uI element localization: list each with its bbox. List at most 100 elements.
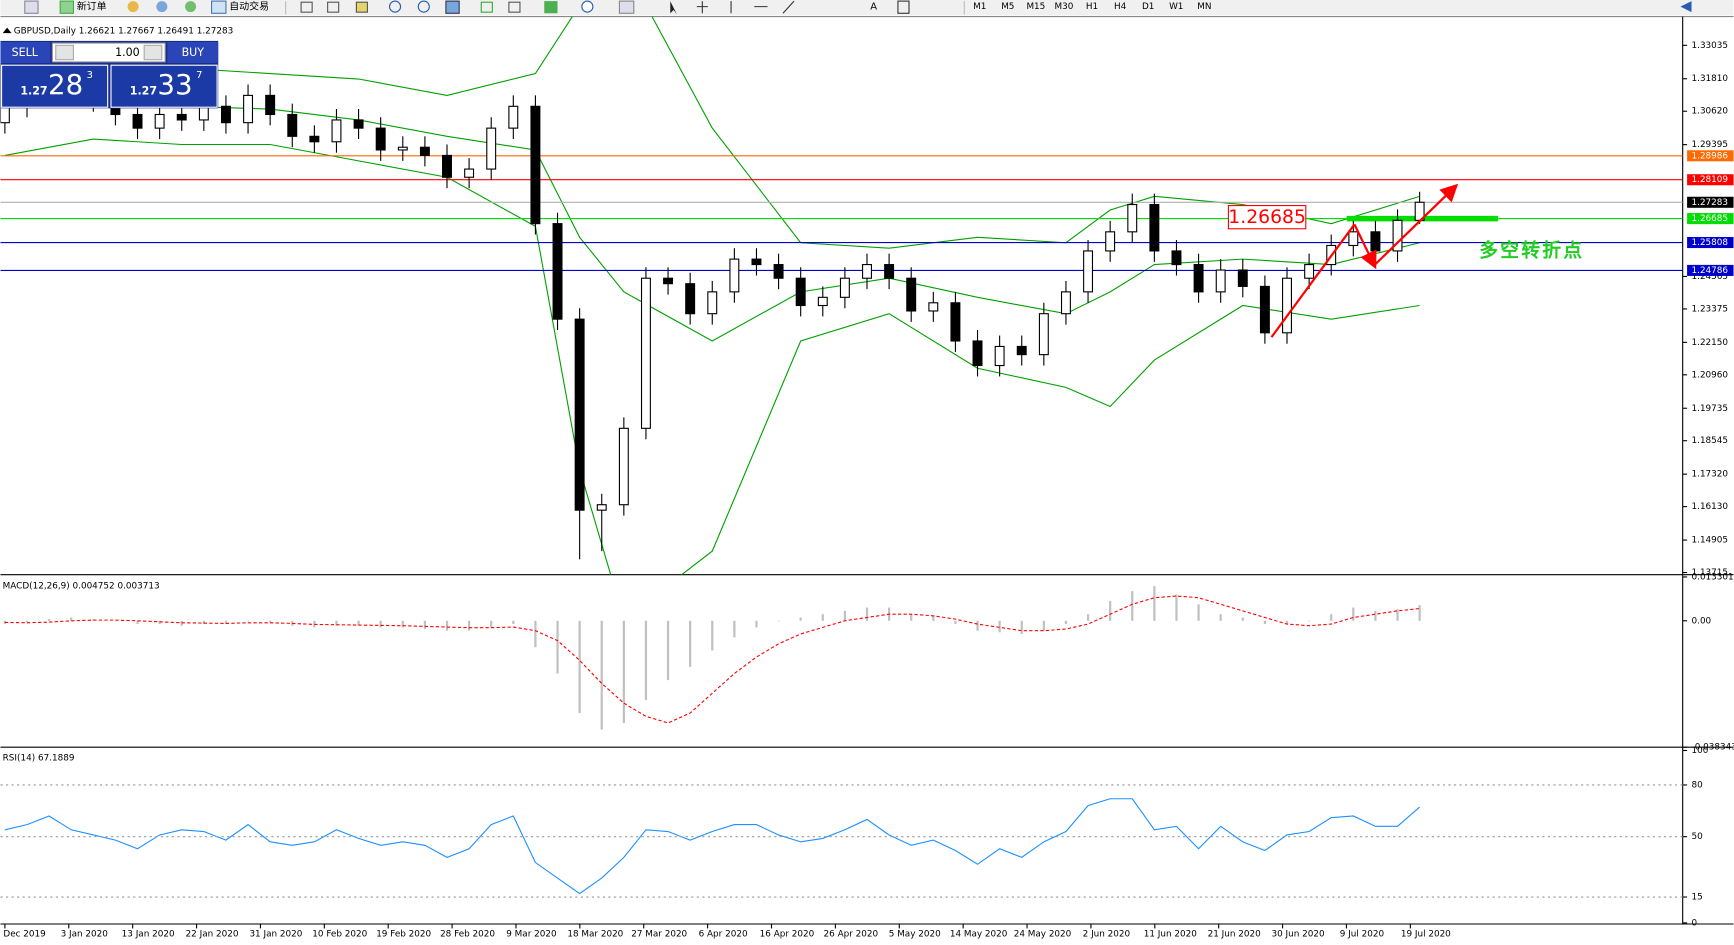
- y-tick-label: 1.29395: [1692, 140, 1729, 150]
- y-tick-label: 50: [1692, 832, 1704, 842]
- macd-bar: [1086, 614, 1090, 621]
- collapse-icon[interactable]: [2, 27, 12, 34]
- icon[interactable]: [480, 1, 493, 13]
- pivot-note: 多空转折点: [1479, 238, 1584, 261]
- icon[interactable]: [445, 0, 460, 14]
- icon[interactable]: [508, 1, 521, 13]
- crosshair-tool[interactable]: [696, 1, 708, 14]
- macd-bar: [1175, 594, 1178, 621]
- y-tick-label: 1.33035: [1692, 41, 1729, 51]
- buy-button[interactable]: [167, 42, 219, 63]
- toolbar-bg: [0, 0, 1734, 16]
- macd-bar: [998, 620, 1001, 633]
- icon[interactable]: [581, 0, 594, 13]
- timeframe-button[interactable]: MN: [1197, 2, 1211, 12]
- candle-body: [287, 113, 298, 137]
- y-tick-label: 1.13715: [1692, 568, 1729, 578]
- bid-frac[interactable]: 3: [87, 70, 93, 81]
- macd-bar: [401, 620, 404, 628]
- candle-body: [839, 277, 850, 298]
- ask-big[interactable]: 1.27: [130, 85, 157, 98]
- lots-down[interactable]: [55, 44, 74, 61]
- text-tool[interactable]: A: [870, 2, 877, 13]
- icon[interactable]: [618, 0, 635, 14]
- timeframe-button[interactable]: H1: [1086, 2, 1098, 12]
- candle-body: [773, 264, 784, 279]
- rsi-title: RSI(14) 67.1889: [3, 754, 75, 764]
- macd-bar: [666, 620, 670, 681]
- candle-body: [486, 127, 497, 170]
- ask-box[interactable]: [110, 64, 218, 108]
- timeframe-button[interactable]: M5: [1001, 2, 1014, 12]
- sell-button[interactable]: [0, 42, 51, 63]
- icon[interactable]: [24, 0, 39, 14]
- label-tool[interactable]: [897, 0, 910, 14]
- cursor-tool[interactable]: [670, 1, 677, 15]
- x-tick-label: 26 Apr 2020: [824, 929, 879, 939]
- x-tick-label: 18 Mar 2020: [567, 929, 623, 939]
- y-tick-label: 1.31810: [1692, 74, 1729, 84]
- timeframe-button[interactable]: D1: [1142, 2, 1154, 12]
- level-label-bg: [1687, 213, 1734, 225]
- y-tick-label: 1.22150: [1692, 338, 1729, 348]
- ask-frac[interactable]: 7: [196, 70, 202, 81]
- y-tick-label: 0: [1692, 918, 1698, 928]
- line-tools[interactable]: [730, 0, 795, 14]
- lots-up[interactable]: [143, 44, 163, 61]
- bid-box[interactable]: [1, 64, 109, 108]
- annotations: 1.26685 多空转折点: [1227, 183, 1584, 338]
- macd-bar: [821, 614, 824, 621]
- lots-value[interactable]: 1.00: [115, 46, 140, 59]
- x-tick-label: 5 Dec 2019: [0, 929, 46, 939]
- macd-bar: [777, 620, 780, 622]
- icon[interactable]: [300, 1, 313, 13]
- macd-bar: [1374, 610, 1377, 621]
- new-order-button[interactable]: 新订单: [77, 0, 107, 13]
- timeframe-button[interactable]: H4: [1114, 2, 1127, 12]
- candle-body: [419, 146, 430, 156]
- timeframe-button[interactable]: M1: [973, 2, 986, 12]
- icon[interactable]: [327, 1, 340, 13]
- candle-body: [1016, 345, 1027, 356]
- macd-bar: [445, 620, 449, 631]
- zoom-out[interactable]: [417, 0, 430, 13]
- candle-body: [596, 504, 607, 511]
- timeframe-button[interactable]: W1: [1169, 2, 1183, 12]
- sell-label[interactable]: SELL: [12, 46, 39, 59]
- icon[interactable]: [185, 1, 197, 13]
- timeframe-button[interactable]: M15: [1026, 2, 1045, 12]
- x-tick-label: 19 Feb 2020: [376, 929, 431, 939]
- bid-big[interactable]: 1.27: [20, 85, 47, 98]
- macd-bar: [269, 620, 272, 623]
- timeframe-button[interactable]: M30: [1055, 2, 1074, 12]
- y-tick-label: 15: [1692, 893, 1703, 903]
- icon[interactable]: [156, 1, 168, 13]
- candle-body: [994, 345, 1005, 367]
- macd-bar: [335, 620, 338, 626]
- candle-body: [1149, 203, 1160, 252]
- macd-bar: [865, 607, 869, 621]
- x-tick-label: 10 Feb 2020: [312, 929, 367, 939]
- zoom-in[interactable]: [388, 0, 402, 13]
- auto-trading-button[interactable]: 自动交易: [229, 0, 269, 13]
- ask-pips[interactable]: 33: [157, 68, 192, 101]
- icon[interactable]: [355, 1, 368, 13]
- macd-bar: [48, 619, 51, 621]
- macd-bar: [1153, 586, 1156, 621]
- auto-trading-icon[interactable]: [211, 0, 227, 14]
- x-tick-label: 27 Mar 2020: [631, 929, 687, 939]
- bid-pips[interactable]: 28: [48, 68, 83, 101]
- new-order-icon[interactable]: [59, 0, 74, 14]
- candle-body: [265, 94, 276, 116]
- y-tick-label: 100: [1692, 746, 1709, 756]
- icon[interactable]: [544, 1, 558, 14]
- icon[interactable]: [127, 1, 139, 13]
- candle-body: [1348, 231, 1359, 247]
- lots-input[interactable]: [51, 42, 166, 63]
- macd-bar: [1042, 620, 1045, 631]
- icon[interactable]: [1680, 1, 1692, 13]
- candle-body: [508, 105, 519, 129]
- buy-label[interactable]: BUY: [182, 46, 205, 59]
- candle-body: [375, 127, 386, 151]
